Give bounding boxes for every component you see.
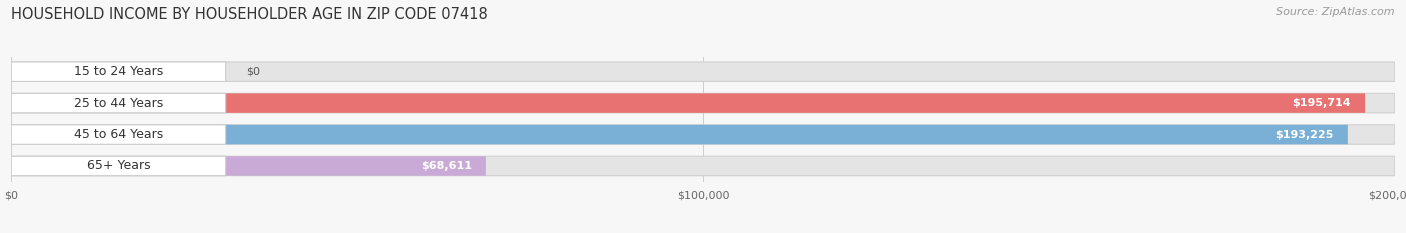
Text: 15 to 24 Years: 15 to 24 Years (75, 65, 163, 78)
Text: HOUSEHOLD INCOME BY HOUSEHOLDER AGE IN ZIP CODE 07418: HOUSEHOLD INCOME BY HOUSEHOLDER AGE IN Z… (11, 7, 488, 22)
FancyBboxPatch shape (11, 125, 1348, 144)
Text: 45 to 64 Years: 45 to 64 Years (75, 128, 163, 141)
FancyBboxPatch shape (11, 156, 486, 176)
FancyBboxPatch shape (11, 93, 1395, 113)
Text: Source: ZipAtlas.com: Source: ZipAtlas.com (1277, 7, 1395, 17)
FancyBboxPatch shape (11, 93, 1365, 113)
Text: $0: $0 (246, 67, 260, 77)
FancyBboxPatch shape (11, 62, 226, 81)
FancyBboxPatch shape (11, 156, 1395, 176)
FancyBboxPatch shape (11, 62, 1395, 81)
FancyBboxPatch shape (11, 125, 1395, 144)
Text: 25 to 44 Years: 25 to 44 Years (75, 97, 163, 110)
Text: $68,611: $68,611 (420, 161, 472, 171)
FancyBboxPatch shape (11, 156, 226, 176)
FancyBboxPatch shape (11, 125, 226, 144)
Text: 65+ Years: 65+ Years (87, 159, 150, 172)
Text: $193,225: $193,225 (1275, 130, 1334, 140)
FancyBboxPatch shape (11, 93, 226, 113)
Text: $195,714: $195,714 (1292, 98, 1351, 108)
